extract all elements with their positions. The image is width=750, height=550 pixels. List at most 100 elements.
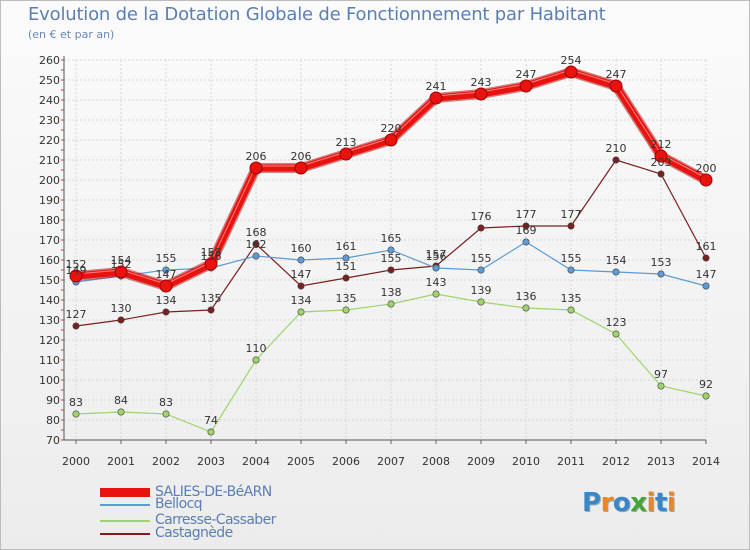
- data-label: 212: [651, 138, 672, 151]
- data-label: 160: [291, 242, 312, 255]
- logo-letter: r: [600, 488, 614, 518]
- data-label: 138: [381, 286, 402, 299]
- logo-letter: x: [630, 488, 647, 518]
- legend-item-carresse: Carresse-Cassaber: [100, 512, 400, 529]
- legend-item-salies: SALIES-DE-BéARN: [100, 484, 400, 501]
- legend: SALIES-DE-BéARN Bellocq Carresse-Cassabe…: [100, 484, 400, 542]
- data-label: 83: [69, 396, 83, 409]
- series-point: [294, 161, 308, 175]
- data-label: 84: [114, 394, 128, 407]
- series-point: [204, 257, 218, 271]
- y-tick-label: 230: [39, 114, 60, 127]
- data-label: 147: [156, 268, 177, 281]
- series-point: [477, 224, 485, 232]
- series-point: [387, 300, 395, 308]
- data-label: 97: [654, 368, 668, 381]
- series-point: [429, 91, 443, 105]
- data-label: 136: [516, 290, 537, 303]
- series-point: [117, 408, 125, 416]
- data-label: 135: [201, 292, 222, 305]
- y-tick-label: 70: [46, 434, 60, 447]
- data-label: 155: [156, 252, 177, 265]
- data-label: 243: [471, 76, 492, 89]
- data-label: 203: [651, 156, 672, 169]
- series-point: [702, 282, 710, 290]
- y-tick-label: 150: [39, 274, 60, 287]
- series-point: [252, 252, 260, 260]
- x-tick-label: 2001: [107, 455, 135, 468]
- y-tick-label: 90: [46, 394, 60, 407]
- data-label: 127: [66, 308, 87, 321]
- x-tick-label: 2014: [692, 455, 720, 468]
- series-point: [477, 266, 485, 274]
- data-label: 176: [471, 210, 492, 223]
- data-label: 152: [111, 258, 132, 271]
- y-axis: 70 80 90 100 110 120 130 140 150 160 170 180 190 200 2…: [39, 54, 65, 447]
- series-point: [432, 264, 440, 272]
- series-point: [72, 410, 80, 418]
- series-point: [162, 266, 170, 274]
- series-point: [477, 298, 485, 306]
- data-label: 147: [291, 268, 312, 281]
- data-label: 165: [381, 232, 402, 245]
- logo-letter: i: [646, 488, 656, 518]
- series-point: [432, 290, 440, 298]
- data-label: 83: [159, 396, 173, 409]
- data-label: 254: [561, 54, 582, 67]
- series-point: [249, 161, 263, 175]
- series-point: [522, 222, 530, 230]
- y-tick-label: 200: [39, 174, 60, 187]
- series-point: [702, 254, 710, 262]
- x-tick-label: 2009: [467, 455, 495, 468]
- series-point: [342, 254, 350, 262]
- series-point: [657, 170, 665, 178]
- data-label: 206: [246, 150, 267, 163]
- y-tick-label: 190: [39, 194, 60, 207]
- data-label: 143: [426, 276, 447, 289]
- series-point: [162, 308, 170, 316]
- series-point: [69, 269, 83, 283]
- data-label: 161: [336, 240, 357, 253]
- data-label: 154: [111, 254, 132, 267]
- series-point: [519, 79, 533, 93]
- x-tick-label: 2013: [647, 455, 675, 468]
- data-label: 155: [381, 252, 402, 265]
- legend-label-bellocq: Bellocq: [155, 496, 203, 512]
- legend-swatch-carresse: [100, 520, 150, 522]
- x-tick-label: 2005: [287, 455, 315, 468]
- series-point: [567, 222, 575, 230]
- series-point: [567, 266, 575, 274]
- data-label: 139: [471, 284, 492, 297]
- series-point: [117, 316, 125, 324]
- series-point: [297, 308, 305, 316]
- series-point: [609, 79, 623, 93]
- chart-subtitle: (en € et par an): [28, 28, 115, 41]
- series-point: [522, 238, 530, 246]
- legend-item-bellocq: Bellocq: [100, 496, 400, 513]
- y-tick-label: 210: [39, 154, 60, 167]
- series-point: [252, 356, 260, 364]
- data-label: 155: [471, 252, 492, 265]
- series-point: [207, 428, 215, 436]
- legend-item-castagnede: Castagnède: [100, 525, 400, 542]
- data-label: 157: [426, 248, 447, 261]
- series-point: [567, 306, 575, 314]
- series-point: [702, 392, 710, 400]
- series-point: [612, 268, 620, 276]
- data-label: 220: [381, 122, 402, 135]
- legend-swatch-bellocq: [100, 504, 150, 506]
- x-axis: 2000 2001 2002 2003 2004 2005 2006 2007 2008 2009…: [62, 439, 720, 468]
- data-label: 155: [561, 252, 582, 265]
- legend-swatch-castagnede: [100, 533, 150, 535]
- series-point: [207, 306, 215, 314]
- x-tick-label: 2011: [557, 455, 585, 468]
- data-label: 123: [606, 316, 627, 329]
- series-point: [387, 246, 395, 254]
- series-point: [564, 65, 578, 79]
- series-point: [612, 330, 620, 338]
- data-label: 110: [246, 342, 267, 355]
- data-label: 149: [66, 264, 87, 277]
- x-tick-label: 2006: [332, 455, 360, 468]
- x-tick-label: 2007: [377, 455, 405, 468]
